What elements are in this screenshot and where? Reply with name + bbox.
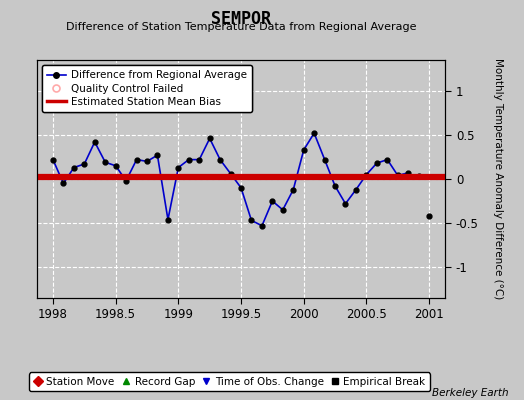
Legend: Difference from Regional Average, Quality Control Failed, Estimated Station Mean: Difference from Regional Average, Qualit… bbox=[42, 65, 252, 112]
Text: SEMPOR: SEMPOR bbox=[211, 10, 271, 28]
Legend: Station Move, Record Gap, Time of Obs. Change, Empirical Break: Station Move, Record Gap, Time of Obs. C… bbox=[29, 372, 430, 391]
Y-axis label: Monthly Temperature Anomaly Difference (°C): Monthly Temperature Anomaly Difference (… bbox=[493, 58, 503, 300]
Text: Berkeley Earth: Berkeley Earth bbox=[432, 388, 508, 398]
Text: Difference of Station Temperature Data from Regional Average: Difference of Station Temperature Data f… bbox=[66, 22, 416, 32]
